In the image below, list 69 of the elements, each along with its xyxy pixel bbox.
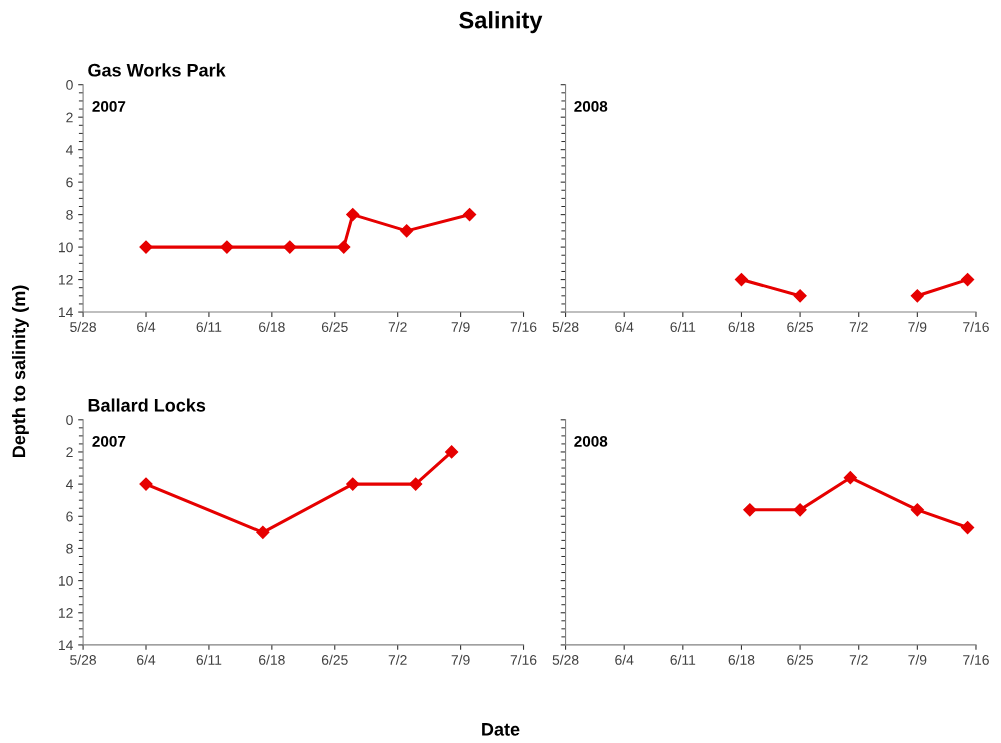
x-tick-label: 6/11 [196,321,222,332]
y-tick-label: 14 [58,640,73,650]
x-tick-label: 6/4 [615,654,634,665]
y-axis-title: Depth to salinity (m) [12,285,29,458]
point [346,208,360,222]
point [283,240,297,254]
x-tick-label: 6/18 [728,654,755,665]
point [409,477,423,491]
x-tick-label: 6/4 [615,321,634,332]
y-tick-label: 2 [66,112,73,123]
point [220,240,234,254]
x-tick-label: 5/28 [70,321,96,332]
x-tick-label: 7/16 [510,654,537,665]
x-tick-label: 7/16 [510,321,537,332]
x-tick-label: 7/2 [388,654,407,665]
x-tick-label: 6/18 [259,321,285,332]
annotation: 2008 [574,435,608,447]
chart-title: Salinity [459,11,543,34]
y-tick-label: 10 [58,575,73,586]
x-tick-label: 6/4 [137,321,156,332]
annotation: 2007 [92,101,126,112]
y-tick-label: 6 [66,511,73,522]
x-tick-label: 5/28 [552,321,579,332]
y-tick-label: 6 [66,177,73,188]
x-tick-label: 6/4 [137,654,156,665]
y-tick-label: 8 [66,209,73,220]
annotation: 2007 [92,435,126,447]
x-tick-label: 6/25 [787,321,814,332]
x-tick-label: 7/9 [908,321,927,332]
x-tick-label: 7/2 [849,654,868,665]
y-tick-label: 2 [66,447,73,457]
x-tick-label: 7/9 [908,654,927,665]
chart-subtitle: Gas Works Park [88,63,226,77]
x-tick-label: 7/16 [963,654,989,665]
y-tick-label: 4 [65,479,73,490]
y-tick-label: 0 [66,80,73,90]
y-tick-label: 4 [65,145,73,155]
x-tick-label: 7/2 [388,321,407,332]
x-tick-label: 7/9 [451,321,470,332]
point [337,240,351,254]
y-tick-label: 12 [58,608,73,618]
x-tick-label: 6/11 [670,654,696,665]
x-tick-label: 5/28 [70,654,96,665]
point [256,525,270,539]
point [400,224,414,238]
y-tick-label: 0 [66,415,73,425]
point [346,477,360,491]
x-tick-label: 6/18 [259,654,285,665]
point [139,240,153,254]
x-tick-label: 7/16 [963,321,989,332]
x-tick-label: 6/11 [196,654,222,665]
annotation: 2008 [574,101,608,112]
point [445,445,459,459]
y-tick-label: 14 [58,307,73,318]
x-tick-label: 6/25 [321,321,348,332]
x-tick-label: 7/2 [849,321,868,332]
x-axis-title: Date [482,723,520,736]
chart-subtitle: Ballard Locks [88,398,206,412]
x-tick-label: 7/9 [451,654,470,665]
y-tick-label: 8 [66,543,73,554]
point [139,477,153,491]
x-tick-label: 6/25 [321,654,348,665]
x-tick-label: 6/25 [787,654,814,665]
point [463,208,477,222]
y-tick-label: 10 [58,242,73,253]
x-tick-label: 6/18 [728,321,755,332]
y-tick-label: 12 [58,274,73,285]
x-tick-label: 6/11 [670,321,696,332]
x-tick-label: 5/28 [552,654,579,665]
